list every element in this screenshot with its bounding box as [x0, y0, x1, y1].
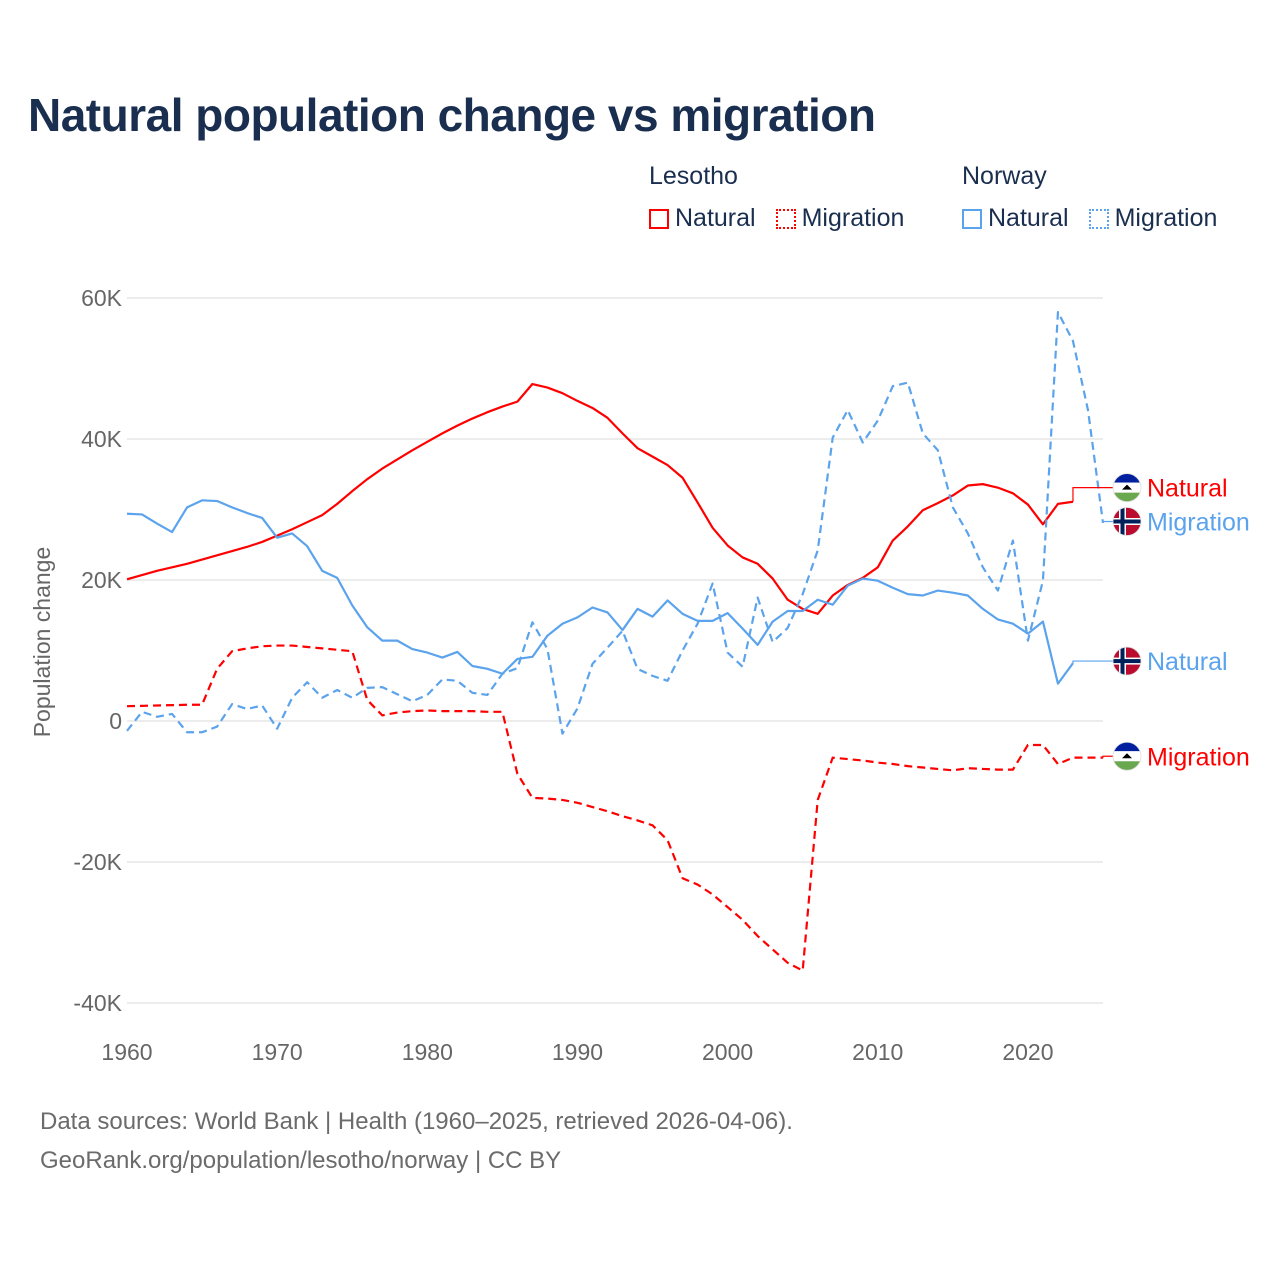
y-tick-label: 0 [109, 708, 122, 734]
flag-outline [1112, 646, 1142, 676]
x-tick-label: 1980 [402, 1039, 453, 1065]
hat-icon [1122, 753, 1132, 759]
y-axis-label: Population change [29, 547, 55, 738]
x-tick-label: 1970 [252, 1039, 303, 1065]
label-connector [1072, 487, 1113, 502]
series-line-lesotho-migration [126, 644, 1103, 972]
footer-sources: Data sources: World Bank | Health (1960–… [40, 1108, 793, 1135]
y-tick-label: -20K [73, 849, 122, 875]
series-line-norway-natural [126, 499, 1074, 685]
legend-norway-items: Natural Migration [962, 204, 1237, 233]
x-tick-label: 1960 [101, 1039, 152, 1065]
x-tick-label: 1990 [552, 1039, 603, 1065]
x-tick-label: 2020 [1002, 1039, 1053, 1065]
flag-body [1113, 507, 1141, 536]
end-label-lesotho-migration: Migration [1147, 743, 1250, 771]
x-tick-label: 2000 [702, 1039, 753, 1065]
legend-item-norway-migration[interactable]: Migration [1088, 204, 1218, 233]
flag-body [1113, 473, 1141, 502]
y-tick-label: -40K [73, 990, 122, 1016]
norway-flag-icon [1112, 507, 1142, 536]
legend-item-norway-natural[interactable]: Natural [962, 204, 1069, 233]
flag-stripe [1113, 492, 1141, 502]
legend-label: Migration [801, 204, 905, 232]
legend-swatch-dotted-red [775, 208, 796, 229]
y-tick-label: 20K [81, 567, 123, 593]
series-line-lesotho-natural [126, 382, 1074, 615]
legend-swatch-solid-blue [962, 208, 982, 229]
flag-outline [1112, 741, 1142, 771]
end-label-norway-natural: Natural [1147, 648, 1228, 676]
legend-label: Natural [675, 204, 756, 232]
legend-swatch-dotted-blue [1088, 208, 1109, 229]
flag-cross [1113, 519, 1141, 524]
norway-flag-icon [1112, 646, 1142, 676]
label-connector [1102, 755, 1113, 758]
legend-lesotho-items: Natural Migration [649, 204, 924, 233]
flag-stripe [1113, 742, 1141, 752]
end-label-lesotho-natural: Natural [1147, 475, 1228, 503]
x-tick-label: 2010 [852, 1039, 903, 1065]
legend-group-lesotho: Lesotho [649, 162, 738, 190]
hat-icon [1122, 484, 1132, 490]
flag-outline [1112, 473, 1142, 503]
legend-group-norway: Norway [962, 162, 1047, 190]
legend-label: Natural [988, 204, 1069, 232]
legend-item-lesotho-migration[interactable]: Migration [775, 204, 905, 233]
legend-swatch-solid-red [649, 208, 669, 229]
flag-stripe [1113, 761, 1141, 771]
flag-stripe [1113, 473, 1141, 483]
legend-label: Migration [1114, 204, 1218, 232]
flag-cross [1113, 659, 1141, 664]
flag-body [1113, 742, 1141, 771]
footer-attribution: GeoRank.org/population/lesotho/norway | … [40, 1147, 562, 1174]
label-connector [1102, 520, 1113, 523]
label-connector [1072, 660, 1113, 664]
lesotho-flag-icon [1112, 473, 1142, 503]
end-label-norway-migration: Migration [1147, 508, 1250, 536]
flag-body [1113, 647, 1141, 676]
legend-item-lesotho-natural[interactable]: Natural [649, 204, 756, 233]
y-tick-label: 40K [81, 426, 123, 452]
flag-outline [1112, 507, 1142, 536]
y-tick-label: 60K [81, 285, 123, 311]
chart-title: Natural population change vs migration [28, 89, 876, 141]
series-line-norway-migration [126, 311, 1105, 735]
lesotho-flag-icon [1112, 741, 1142, 771]
